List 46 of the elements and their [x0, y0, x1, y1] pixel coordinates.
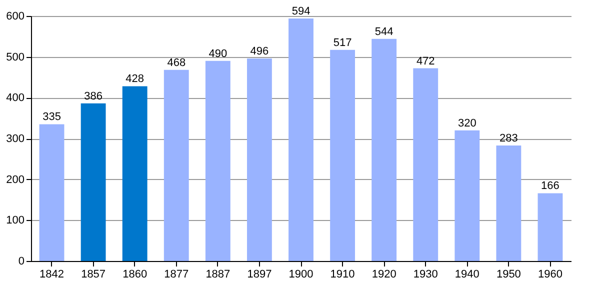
x-tick-label: 1950 — [496, 268, 521, 280]
x-tick-label: 1877 — [164, 268, 189, 280]
x-tick-label: 1940 — [454, 268, 480, 280]
bar — [288, 18, 314, 261]
x-tick-label: 1900 — [288, 268, 314, 280]
bar — [330, 50, 355, 261]
data-label: 496 — [250, 45, 269, 58]
data-label: 386 — [84, 90, 102, 102]
y-tick-label: 300 — [6, 133, 24, 145]
x-tick-label: 1857 — [81, 268, 106, 280]
data-label: 320 — [458, 117, 476, 130]
data-label: 594 — [292, 5, 310, 18]
data-label: 283 — [500, 132, 518, 144]
bar — [122, 86, 148, 261]
y-tick-label: 600 — [6, 10, 24, 22]
y-tick-label: 100 — [6, 214, 24, 227]
data-label: 166 — [541, 180, 560, 192]
y-tick-label: 400 — [6, 92, 24, 104]
data-label: 490 — [208, 48, 228, 60]
x-tick-label: 1860 — [122, 268, 148, 280]
x-tick-label: 1930 — [413, 268, 438, 280]
x-tick-label: 1897 — [247, 268, 272, 280]
y-tick-label: 500 — [6, 51, 24, 64]
y-tick-label: 0 — [18, 256, 24, 268]
x-tick-label: 1920 — [372, 268, 396, 280]
data-label: 428 — [126, 73, 144, 86]
bar — [205, 60, 230, 261]
data-label: 335 — [42, 111, 61, 124]
x-tick-label: 1910 — [330, 268, 355, 280]
y-tick-label: 200 — [6, 174, 24, 186]
bar — [39, 124, 64, 261]
x-tick-label: 1887 — [206, 268, 230, 280]
bar — [164, 70, 189, 261]
bar — [538, 193, 563, 261]
x-tick-label: 1960 — [538, 268, 562, 280]
data-label: 468 — [167, 56, 186, 69]
x-tick-label: 1842 — [40, 268, 64, 280]
data-label: 517 — [333, 36, 352, 49]
bar — [247, 58, 272, 261]
bar — [454, 130, 480, 261]
bar — [80, 103, 106, 261]
bar — [496, 145, 522, 261]
data-label: 544 — [374, 26, 394, 38]
bar — [372, 38, 397, 261]
data-label: 472 — [416, 55, 435, 68]
bar — [413, 68, 438, 261]
